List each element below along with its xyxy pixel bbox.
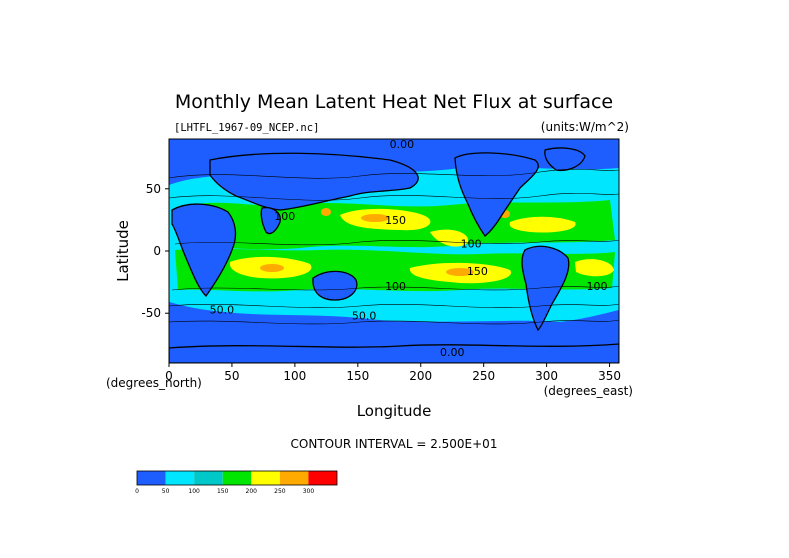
contour-label: 100 [461,238,482,251]
x-tick-label: 50 [224,369,239,383]
colorbar-swatch [308,471,337,485]
colorbar-tick-label: 300 [303,488,315,495]
contour-label: 0.00 [440,346,465,359]
colorbar-tick-label: 100 [188,488,200,495]
colorbar-swatch [137,471,166,485]
colorbar-tick-label: 150 [217,488,229,495]
eurasia [209,152,419,211]
x-axis-units: (degrees_east) [544,384,633,398]
x-axis-ticks: 0 50 100 150 200 250 300 350 [165,363,621,383]
colorbar-swatch [165,471,195,485]
south-america [521,245,570,332]
flux-peaks-orange [260,208,510,276]
colorbar-tick-label: 50 [162,488,170,495]
north-america [454,152,539,237]
colorbar-tick-label: 0 [135,488,139,495]
x-tick-label: 0 [165,369,173,383]
y-axis-label: Latitude [114,220,132,282]
contour-interval-label: CONTOUR INTERVAL = 2.500E+01 [291,437,498,451]
y-tick-label: 0 [153,244,161,258]
contour-label: 0.00 [390,138,415,151]
units-label: (units:W/m^2) [541,120,629,134]
colorbar: 0 50 100 150 200 250 300 [135,470,338,495]
contour-label: 100 [586,280,607,293]
australia [312,270,358,301]
colorbar-tick-label: 200 [246,488,258,495]
x-tick-label: 350 [598,369,621,383]
flux-field [169,139,619,363]
x-tick-label: 200 [409,369,432,383]
contour-label: 100 [385,280,406,293]
colorbar-swatch [279,471,309,485]
y-axis-ticks: 50 0 -50 [141,182,169,320]
x-axis-label: Longitude [357,402,432,420]
x-tick-label: 300 [535,369,558,383]
contour-labels: 0.00 100 150 100 150 100 100 50.0 50.0 0.00 [210,138,608,359]
colorbar-tick-label: 250 [274,488,286,495]
x-tick-label: 250 [472,369,495,383]
colorbar-swatch [222,471,252,485]
colorbar-swatch [194,471,223,485]
x-tick-label: 150 [346,369,369,383]
y-tick-label: -50 [141,306,161,320]
india [260,206,281,235]
y-tick-label: 50 [146,182,161,196]
contour-lines [169,168,619,325]
x-tick-label: 100 [283,369,306,383]
antarctica [169,343,619,363]
contour-label: 50.0 [352,310,377,323]
y-axis-units: (degrees_north) [106,376,202,390]
contour-label: 150 [385,214,406,227]
greenland [544,147,586,172]
continents [169,147,619,363]
source-file-label: [LHTFL_1967-09_NCEP.nc] [174,122,319,134]
flux-band-cyan-south [169,296,619,322]
colorbar-frame [136,470,338,486]
africa [171,203,237,298]
contour-label: 150 [467,265,488,278]
colorbar-swatch [251,471,280,485]
chart-title: Monthly Mean Latent Heat Net Flux at sur… [175,91,613,113]
contour-label: 50.0 [210,303,235,316]
contour-label: 100 [274,210,295,223]
